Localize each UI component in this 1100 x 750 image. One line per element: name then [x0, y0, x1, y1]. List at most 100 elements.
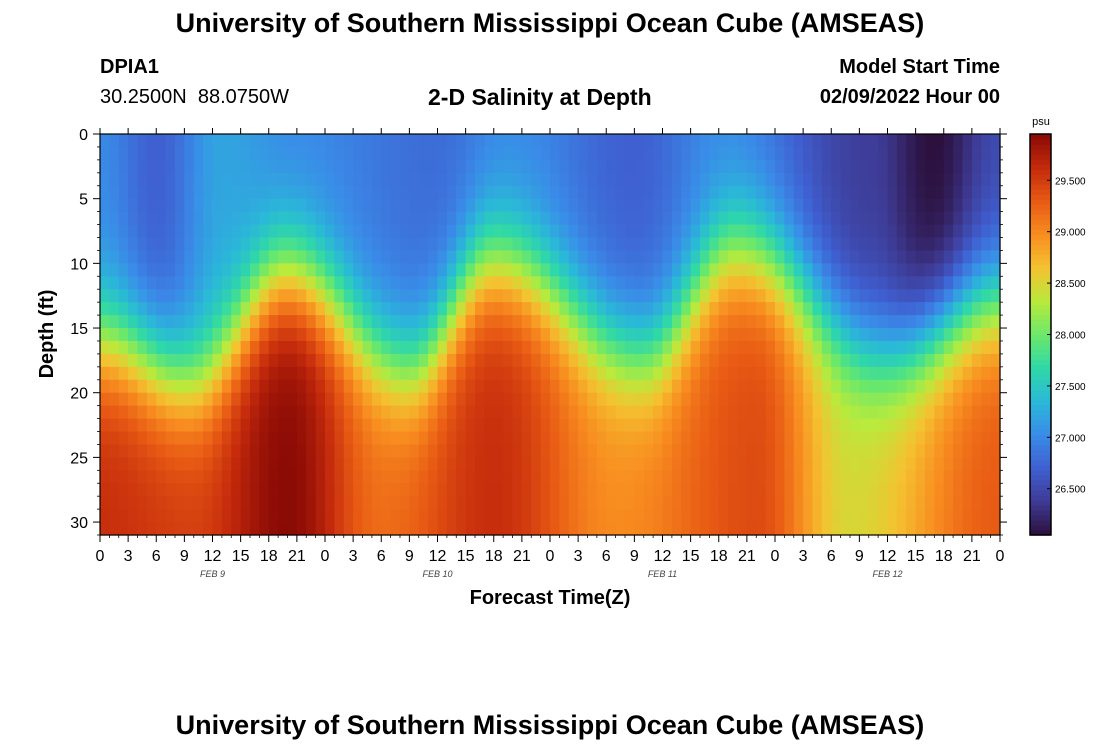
heatmap-cell [812, 366, 823, 381]
heatmap-cell [550, 470, 560, 484]
heatmap-cell [531, 392, 542, 407]
heatmap-cell [568, 224, 579, 239]
heatmap-cell [240, 211, 251, 226]
heatmap-cell [146, 198, 157, 213]
heatmap-cell [718, 470, 729, 484]
heatmap-cell [362, 405, 373, 420]
heatmap-cell [840, 444, 851, 458]
heatmap-cell [896, 509, 907, 523]
heatmap-cell [859, 276, 870, 290]
heatmap-cell [259, 328, 270, 342]
heatmap-cell [428, 237, 439, 252]
heatmap-cell [559, 496, 570, 510]
heatmap-cell [596, 418, 607, 433]
heatmap-cell [850, 379, 860, 394]
heatmap-cell [915, 496, 926, 510]
heatmap-cell [690, 302, 701, 316]
colorbar-segment [1030, 239, 1051, 245]
heatmap-cell [400, 509, 410, 523]
heatmap-cell [146, 211, 157, 226]
heatmap-cell [821, 392, 832, 407]
heatmap-cell [137, 470, 148, 484]
heatmap-cell [700, 146, 710, 161]
heatmap-cell [381, 276, 392, 290]
heatmap-cell [981, 366, 992, 381]
heatmap-cell [896, 340, 907, 355]
heatmap-cell [728, 353, 739, 368]
heatmap-cell [709, 366, 720, 381]
heatmap-cell [934, 483, 945, 497]
heatmap-cell [268, 457, 279, 471]
heatmap-cell [325, 211, 335, 226]
heatmap-cell [671, 302, 682, 316]
heatmap-cell [334, 496, 345, 510]
heatmap-cell [690, 418, 701, 433]
heatmap-cell [418, 444, 429, 458]
heatmap-cell [690, 276, 701, 290]
heatmap-cell [625, 198, 635, 213]
heatmap-cell [634, 392, 645, 407]
heatmap-cell [250, 224, 260, 239]
heatmap-cell [718, 392, 729, 407]
heatmap-cell [315, 457, 326, 471]
heatmap-cell [278, 522, 289, 536]
heatmap-cell [512, 444, 523, 458]
heatmap-cell [203, 392, 214, 407]
heatmap-cell [859, 509, 870, 523]
heatmap-cell [465, 159, 476, 174]
heatmap-cell [868, 224, 879, 239]
heatmap-cell [681, 159, 692, 174]
heatmap-cell [587, 328, 598, 342]
heatmap-cell [278, 405, 289, 420]
heatmap-cell [165, 250, 176, 264]
heatmap-cell [212, 237, 223, 252]
heatmap-cell [296, 405, 307, 420]
heatmap-cell [634, 146, 645, 161]
heatmap-cell [465, 237, 476, 252]
heatmap-cell [137, 483, 148, 497]
x-tick-label: 15 [682, 548, 700, 565]
heatmap-cell [981, 263, 992, 277]
heatmap-cell [259, 146, 270, 161]
heatmap-cell [953, 431, 964, 446]
heatmap-cell [456, 483, 467, 497]
heatmap-cell [634, 483, 645, 497]
heatmap-cell [934, 496, 945, 510]
heatmap-cell [343, 457, 354, 471]
heatmap-cell [484, 457, 495, 471]
heatmap-cell [681, 172, 692, 187]
colorbar-tick-label: 28.500 [1055, 279, 1086, 290]
heatmap-cell [409, 457, 420, 471]
heatmap-cell [362, 211, 373, 226]
heatmap-cell [878, 302, 889, 316]
heatmap-cell [193, 379, 204, 394]
heatmap-cell [437, 392, 448, 407]
heatmap-cell [906, 340, 917, 355]
heatmap-cell [821, 224, 832, 239]
heatmap-cell [390, 457, 401, 471]
heatmap-cell [212, 263, 223, 277]
colorbar-segment [1030, 304, 1051, 311]
heatmap-cell [353, 496, 364, 510]
heatmap-cell [521, 509, 532, 523]
heatmap-cell [671, 328, 682, 342]
heatmap-cell [325, 198, 335, 213]
heatmap-cell [812, 289, 823, 303]
heatmap-cell [681, 379, 692, 394]
heatmap-cell [287, 509, 298, 523]
heatmap-cell [568, 379, 579, 394]
heatmap-cell [681, 224, 692, 239]
heatmap-cell [334, 509, 345, 523]
heatmap-cell [578, 366, 589, 381]
heatmap-cell [437, 379, 448, 394]
heatmap-cell [925, 444, 935, 458]
heatmap-cell [456, 172, 467, 187]
heatmap-cell [428, 224, 439, 239]
heatmap-cell [653, 444, 664, 458]
heatmap-cell [531, 250, 542, 264]
heatmap-cell [615, 444, 626, 458]
heatmap-cell [709, 159, 720, 174]
heatmap-cell [934, 172, 945, 187]
heatmap-cell [165, 470, 176, 484]
heatmap-cell [803, 353, 814, 368]
